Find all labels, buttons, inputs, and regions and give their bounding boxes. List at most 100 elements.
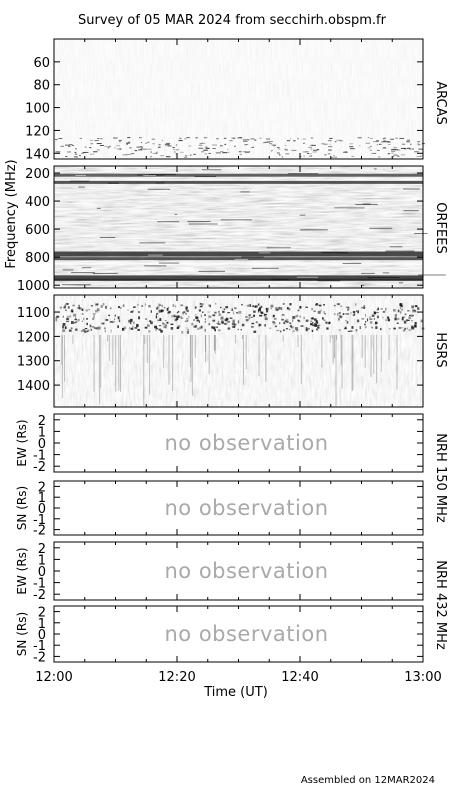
arcas-speck [167,145,172,147]
arcas-speck [286,140,291,142]
hsrs-speck [161,304,164,308]
hsrs-speck [213,327,215,330]
arcas-speck [285,149,288,151]
hsrs-speck [155,315,158,319]
arcas-speck [188,145,192,147]
hsrs-speck [172,304,175,307]
hsrs-speck [212,319,216,322]
arcas-speck [245,143,249,145]
arcas-speck [239,153,243,155]
orfees-panel: 200 400 600 800 1000 [17,165,446,294]
hsrs-speck [394,314,398,317]
arcas-speck [270,140,273,142]
hsrs-speck [352,310,356,314]
arcas-speck [406,139,411,141]
arcas-speck [193,153,196,155]
orfees-streak [187,221,211,223]
hsrs-column [340,335,342,366]
arcas-speck [79,137,82,139]
orfees-streak [271,278,289,280]
orfees-streak [385,250,415,252]
hsrs-ytick-label: 1100 [17,306,50,321]
hsrs-speck [217,320,220,324]
arcas-speck [126,143,128,145]
hsrs-speck [89,324,92,328]
hsrs-speck [85,309,88,312]
arcas-speck [391,148,397,150]
arcas-speck [379,143,383,145]
arcas-speck [178,140,183,142]
hsrs-speck [250,316,253,318]
hsrs-column [61,335,63,398]
hsrs-speck [229,317,233,319]
hsrs-speck [156,305,160,309]
hsrs-speck [92,317,95,320]
hsrs-speck [204,321,206,323]
arcas-speck [387,144,391,146]
hsrs-speck [257,309,260,313]
hsrs-speck [369,316,371,318]
hsrs-speck [276,329,280,332]
nrh432-ew-frame [53,541,424,601]
arcas-speck [208,152,211,154]
arcas-speck [327,140,332,142]
arcas-speck [244,151,250,153]
hsrs-speck [133,306,136,308]
orfees-streak [79,202,86,204]
orfees-band [54,257,423,261]
arcas-speck [329,137,333,139]
hsrs-speck [338,318,340,321]
nrh150-sn-panel: 210-1-2 SN (Rs) no observation [15,480,424,539]
hsrs-speck [375,326,378,329]
hsrs-speck [193,319,195,321]
orfees-streak [287,173,319,175]
hsrs-speck [250,304,252,307]
arcas-speck [199,143,203,145]
hsrs-speck [264,314,267,316]
hsrs-speck [244,316,248,318]
hsrs-speck [179,316,183,319]
hsrs-speck [274,307,278,310]
hsrs-speck [311,329,314,332]
hsrs-speck [289,303,292,306]
hsrs-speck [373,311,376,315]
arcas-speck [327,146,333,148]
hsrs-speck [396,322,399,324]
orfees-streak [398,282,404,284]
hsrs-speck [59,306,62,309]
arcas-speck [311,144,316,146]
arcas-speck [359,145,361,147]
arcas-speck [109,145,112,147]
orfees-streak [75,174,86,176]
hsrs-speck [307,327,310,330]
hsrs-speck [167,311,170,314]
orfees-streak [327,247,340,249]
hsrs-column [245,335,247,370]
hsrs-speck [264,317,268,321]
hsrs-speck [123,326,127,330]
hsrs-speck [305,326,308,329]
nrh432-ew-no-observation: no observation [164,559,328,583]
hsrs-speck [218,313,221,316]
hsrs-speck [146,324,150,327]
arcas-speck [205,146,208,148]
hsrs-speck [114,314,116,317]
hsrs-speck [324,313,326,315]
hsrs-speck [200,305,204,307]
orfees-streak [299,214,306,216]
hsrs-speck [344,320,347,322]
hsrs-speck [215,326,219,329]
hsrs-speck [385,319,388,321]
hsrs-speck [204,314,206,317]
hsrs-speck [227,327,231,330]
hsrs-speck [411,305,414,309]
hsrs-column [214,335,216,354]
hsrs-column [118,335,120,391]
hsrs-speck [92,313,96,315]
arcas-speck [238,151,242,153]
nrh150-sn-no-observation: no observation [164,496,328,520]
nrh432-sn-no-observation: no observation [164,622,328,646]
hsrs-speck [401,317,404,321]
hsrs-speck [253,314,255,317]
hsrs-speck [413,309,416,312]
